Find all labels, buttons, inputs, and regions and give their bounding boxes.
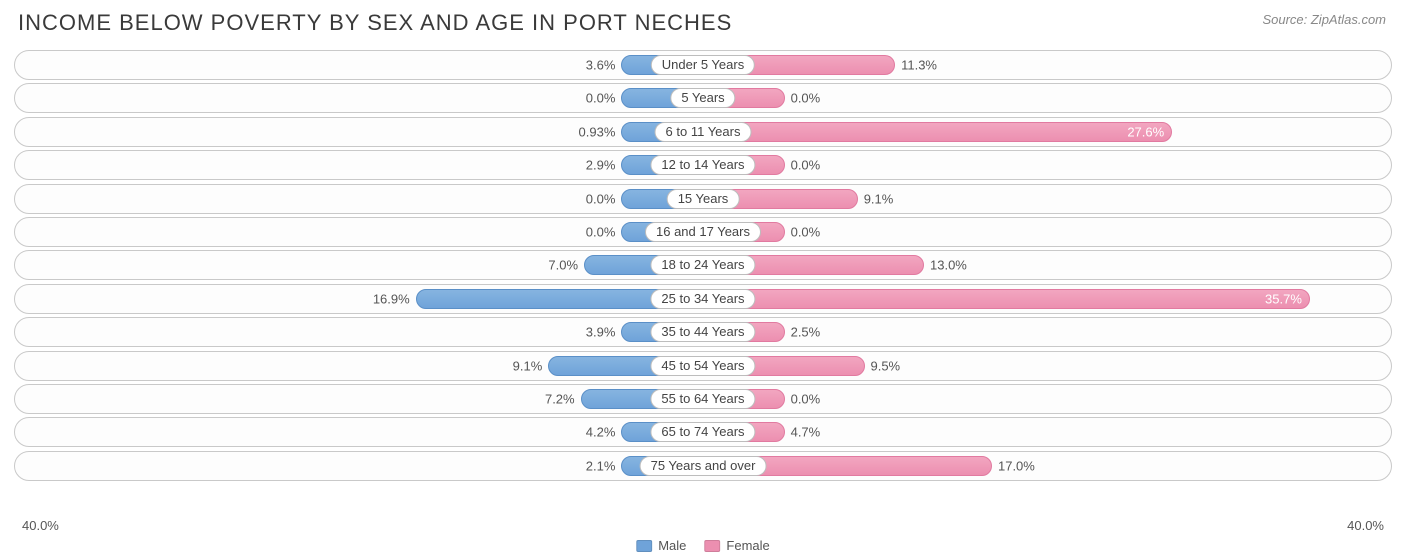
- legend: Male Female: [636, 538, 770, 553]
- age-label: 6 to 11 Years: [655, 122, 752, 142]
- row-track: 9.1% 9.5% 45 to 54 Years: [14, 351, 1392, 381]
- row-track: 16.9% 35.7% 25 to 34 Years: [14, 284, 1392, 314]
- row-track: 0.0% 9.1% 15 Years: [14, 184, 1392, 214]
- row-track: 0.0% 0.0% 16 and 17 Years: [14, 217, 1392, 247]
- age-label: 16 and 17 Years: [645, 222, 761, 242]
- male-value: 4.2%: [586, 425, 616, 440]
- legend-male-label: Male: [658, 538, 686, 553]
- row-track: 2.1% 17.0% 75 Years and over: [14, 451, 1392, 481]
- row-track: 3.6% 11.3% Under 5 Years: [14, 50, 1392, 80]
- female-value: 9.1%: [864, 191, 894, 206]
- row-track: 2.9% 0.0% 12 to 14 Years: [14, 150, 1392, 180]
- row-track: 4.2% 4.7% 65 to 74 Years: [14, 417, 1392, 447]
- male-value: 3.6%: [586, 58, 616, 73]
- female-value: 4.7%: [791, 425, 821, 440]
- age-label: 12 to 14 Years: [650, 155, 755, 175]
- chart-area: 3.6% 11.3% Under 5 Years 0.0% 0.0% 5 Years 0.9…: [14, 50, 1392, 513]
- female-value: 2.5%: [791, 325, 821, 340]
- male-value: 7.0%: [548, 258, 578, 273]
- male-value: 0.0%: [586, 191, 616, 206]
- male-swatch: [636, 540, 652, 552]
- legend-female: Female: [704, 538, 769, 553]
- female-value: 11.3%: [901, 58, 937, 73]
- age-label: 18 to 24 Years: [650, 255, 755, 275]
- age-label: 25 to 34 Years: [650, 289, 755, 309]
- axis-max-left: 40.0%: [22, 518, 59, 533]
- chart-title: INCOME BELOW POVERTY BY SEX AND AGE IN P…: [18, 10, 732, 36]
- age-label: 75 Years and over: [640, 456, 767, 476]
- female-value: 0.0%: [791, 224, 821, 239]
- male-value: 0.93%: [579, 124, 616, 139]
- row-track: 7.0% 13.0% 18 to 24 Years: [14, 250, 1392, 280]
- age-label: 45 to 54 Years: [650, 356, 755, 376]
- age-label: 35 to 44 Years: [650, 322, 755, 342]
- row-track: 0.0% 0.0% 5 Years: [14, 83, 1392, 113]
- female-bar: [703, 289, 1310, 309]
- source-attribution: Source: ZipAtlas.com: [1262, 12, 1386, 27]
- female-value: 13.0%: [930, 258, 967, 273]
- age-label: 65 to 74 Years: [650, 422, 755, 442]
- axis-max-right: 40.0%: [1347, 518, 1384, 533]
- age-label: Under 5 Years: [651, 55, 755, 75]
- male-value: 2.1%: [586, 458, 616, 473]
- male-value: 0.0%: [586, 91, 616, 106]
- legend-female-label: Female: [726, 538, 769, 553]
- row-track: 3.9% 2.5% 35 to 44 Years: [14, 317, 1392, 347]
- age-label: 15 Years: [667, 189, 740, 209]
- age-label: 5 Years: [670, 88, 735, 108]
- female-value: 0.0%: [791, 158, 821, 173]
- male-value: 16.9%: [373, 291, 410, 306]
- female-value: 17.0%: [998, 458, 1035, 473]
- female-value: 27.6%: [1119, 124, 1172, 139]
- male-value: 3.9%: [586, 325, 616, 340]
- row-track: 7.2% 0.0% 55 to 64 Years: [14, 384, 1392, 414]
- male-value: 9.1%: [513, 358, 543, 373]
- female-value: 0.0%: [791, 91, 821, 106]
- row-track: 0.93% 27.6% 6 to 11 Years: [14, 117, 1392, 147]
- female-value: 0.0%: [791, 391, 821, 406]
- age-label: 55 to 64 Years: [650, 389, 755, 409]
- male-value: 2.9%: [586, 158, 616, 173]
- female-bar: [703, 122, 1172, 142]
- legend-male: Male: [636, 538, 686, 553]
- male-value: 0.0%: [586, 224, 616, 239]
- female-swatch: [704, 540, 720, 552]
- male-value: 7.2%: [545, 391, 575, 406]
- female-value: 35.7%: [1257, 291, 1310, 306]
- female-value: 9.5%: [870, 358, 900, 373]
